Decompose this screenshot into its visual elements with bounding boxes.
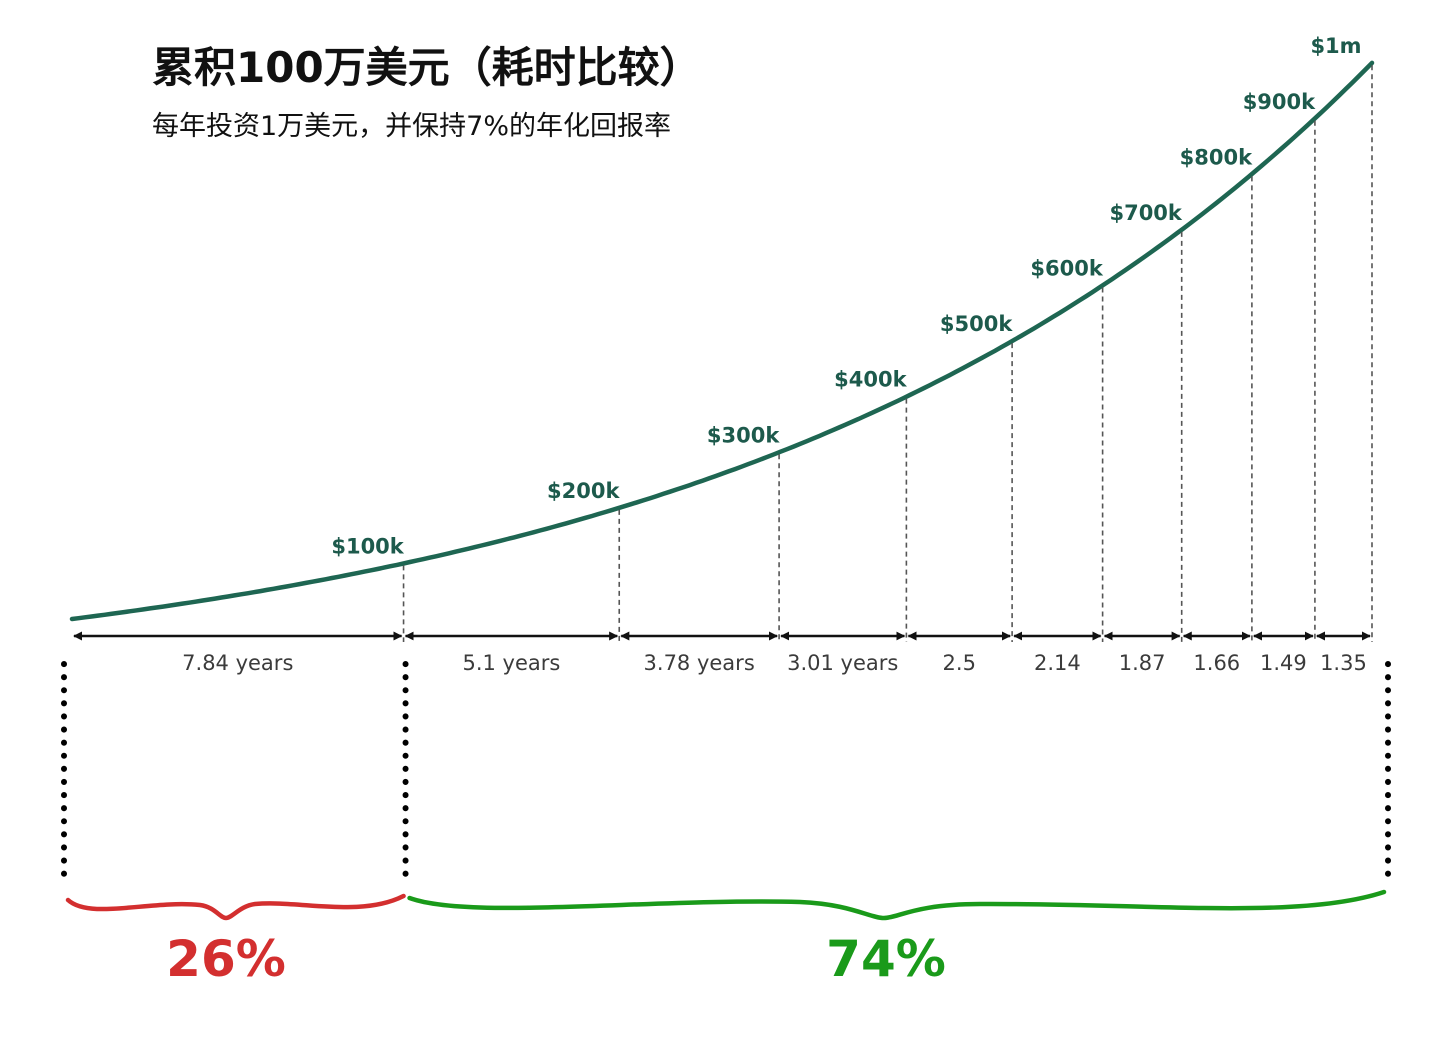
milestone-label: $200k: [547, 479, 620, 503]
percent-label-later: 74%: [826, 930, 946, 988]
milestone-label: $900k: [1243, 90, 1316, 114]
duration-label: 1.35: [1320, 651, 1367, 675]
brace-early: [65, 893, 406, 921]
milestone-label: $500k: [940, 312, 1013, 336]
duration-label: 2.5: [943, 651, 976, 675]
duration-label: 1.49: [1260, 651, 1307, 675]
duration-label: 3.01 years: [787, 651, 898, 675]
duration-label: 1.66: [1193, 651, 1240, 675]
milestone-label: $100k: [331, 534, 404, 558]
duration-label: 1.87: [1119, 651, 1166, 675]
milestone-label: $700k: [1109, 201, 1182, 225]
duration-label: 2.14: [1034, 651, 1081, 675]
milestone-label: $300k: [707, 423, 780, 447]
duration-label: 5.1 years: [462, 651, 560, 675]
percent-label-early: 26%: [166, 930, 286, 988]
milestone-label: $400k: [834, 368, 907, 392]
brace-later: [407, 889, 1387, 921]
chart-title: 累积100万美元（耗时比较）: [152, 43, 702, 92]
milestone-label: $600k: [1030, 257, 1103, 281]
chart-subtitle: 每年投资1万美元，并保持7%的年化回报率: [152, 111, 672, 142]
duration-label: 7.84 years: [182, 651, 293, 675]
milestone-label: $800k: [1180, 145, 1253, 169]
growth-curve: [69, 60, 1375, 622]
duration-label: 3.78 years: [644, 651, 755, 675]
milestone-label: $1m: [1310, 34, 1361, 58]
